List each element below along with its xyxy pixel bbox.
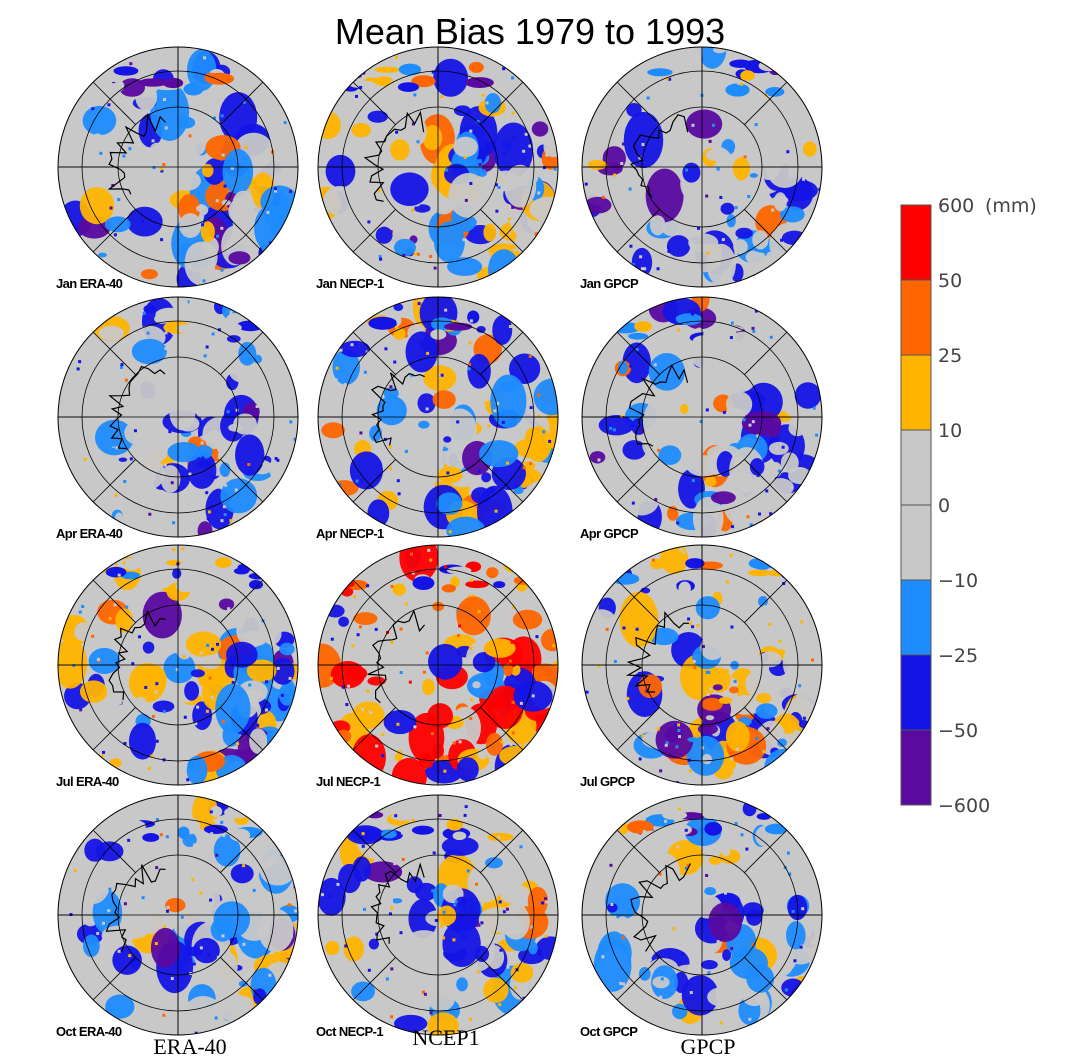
polar-map-panel [58,795,298,1035]
polar-map-panel [318,795,558,1035]
map-outline [57,46,299,288]
map-outline [581,544,823,786]
legend-swatch [900,579,932,656]
legend-tick-label: 600 [938,195,974,217]
panel-label: Jan NECP-1 [316,276,384,291]
panel-label: Jul GPCP [580,774,635,789]
legend-swatch [900,729,932,806]
panel-label: Apr GPCP [580,526,639,541]
legend-swatch [900,654,932,731]
map-outline [57,296,299,538]
legend-swatch [900,504,932,581]
panel-label: Apr ERA-40 [56,526,123,541]
legend-tick-label: −25 [938,645,978,667]
polar-map-panel [582,47,822,287]
polar-map-panel [58,297,298,537]
polar-map-panel [582,297,822,537]
legend-tick-label: 25 [938,345,962,367]
colorbar-legend: 600 50 25 10 0 −10 −25 −50 −600 (mm) [900,195,1037,817]
panel-label: Jul ERA-40 [56,774,119,789]
legend-tick-label: −600 [938,795,990,817]
legend-tick-label: −50 [938,720,978,742]
polar-map-panel [58,47,298,287]
legend-tick-label: 10 [938,420,962,442]
column-label-gpcp: GPCP [680,1034,735,1059]
map-outline [317,46,559,288]
map-outline [317,544,559,786]
panel-label: Apr NECP-1 [316,526,384,541]
panel-label: Oct NECP-1 [316,1024,383,1039]
legend-swatch [900,429,932,506]
legend-tick-label: −10 [938,570,978,592]
legend-unit: (mm) [985,195,1037,217]
map-outline [581,794,823,1036]
panel-label: Jan ERA-40 [56,276,123,291]
column-label-ncep1: NCEP1 [412,1025,479,1050]
map-outline [317,794,559,1036]
column-labels: ERA-40 NCEP1 GPCP [153,1025,735,1059]
polar-map-panel [318,545,558,785]
map-outline [317,296,559,538]
legend-swatch [900,279,932,356]
map-outline [57,794,299,1036]
panel-label: Jan GPCP [580,276,639,291]
map-outline [57,544,299,786]
panel-label: Jul NECP-1 [316,774,380,789]
legend-tick-label: 50 [938,270,962,292]
polar-map-panel [318,47,558,287]
polar-map-panel [58,545,298,785]
column-label-era40: ERA-40 [153,1034,226,1059]
legend-swatch [900,354,932,431]
polar-map-panel [582,545,822,785]
map-outline [581,46,823,288]
map-grid: Jan ERA-40 Jan NECP-1 Jan GPCP Apr ERA-40 Ap… [56,46,823,1039]
map-outline [581,296,823,538]
figure-title: Mean Bias 1979 to 1993 [335,11,725,52]
panel-label: Oct GPCP [580,1024,638,1039]
legend-tick-label: 0 [938,495,950,517]
legend-swatch [900,204,932,281]
polar-map-panel [582,795,822,1035]
panel-label: Oct ERA-40 [56,1024,122,1039]
